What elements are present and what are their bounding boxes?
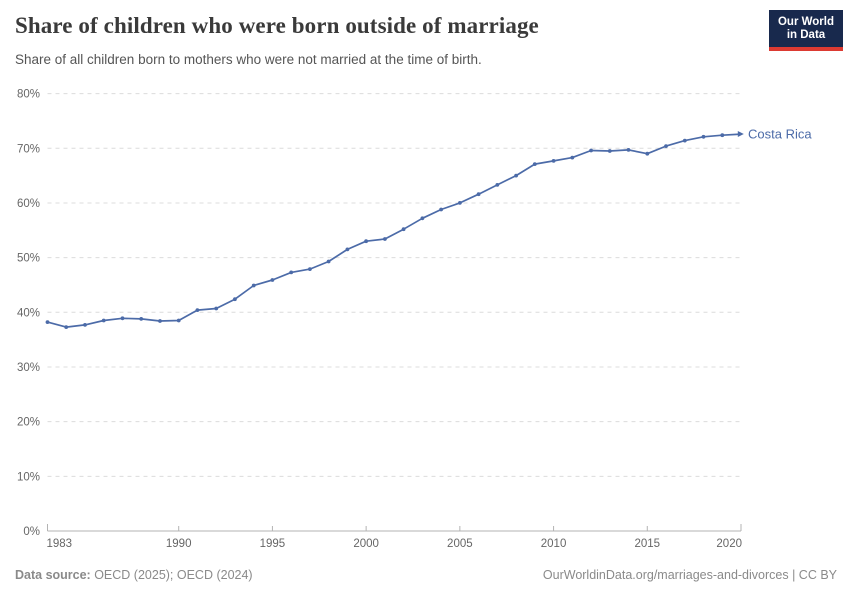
data-source-label: Data source: (15, 568, 91, 582)
data-point (83, 323, 87, 327)
y-tick-label: 10% (17, 471, 40, 483)
data-point (383, 237, 387, 241)
data-point (158, 319, 162, 323)
credit-link: OurWorldinData.org/marriages-and-divorce… (542, 568, 837, 582)
data-point (45, 320, 50, 324)
y-tick-label: 80% (17, 89, 40, 101)
data-point (458, 201, 462, 205)
x-tick-label: 2000 (353, 538, 379, 550)
data-point (551, 159, 556, 163)
x-tick-label: 2015 (634, 538, 660, 550)
x-tick-label: 2005 (447, 538, 473, 550)
data-point (607, 149, 612, 153)
y-tick-label: 60% (17, 198, 40, 210)
data-source-text: OECD (2025); OECD (2024) (90, 568, 253, 582)
data-point (233, 297, 237, 302)
data-point (401, 227, 406, 232)
data-point (101, 318, 106, 323)
data-point (589, 148, 593, 153)
y-axis-labels: 0% 10% 20% 30% 40% 50% 60% 70% 80% (17, 89, 40, 538)
data-point (720, 133, 725, 138)
chart-footer: Data source: OECD (2025); OECD (2024) Ou… (15, 568, 837, 582)
data-point (139, 317, 144, 321)
data-point (626, 148, 631, 152)
data-point (645, 151, 650, 156)
x-tick-label: 2020 (716, 538, 742, 550)
line-end-arrow (737, 131, 744, 138)
entity-label: Costa Rica (748, 127, 812, 142)
data-point (514, 173, 518, 178)
y-tick-label: 40% (17, 307, 40, 319)
data-point (664, 144, 668, 149)
data-point (420, 216, 425, 221)
data-point (532, 162, 537, 167)
y-tick-label: 20% (17, 417, 40, 429)
x-tick-label: 1990 (166, 538, 192, 550)
data-point (214, 306, 219, 311)
x-tick-label: 2010 (541, 538, 567, 550)
data-point (570, 155, 575, 160)
owid-logo-line1: Our World (777, 16, 834, 28)
x-tick-label: 1995 (260, 538, 286, 550)
chart-subtitle: Share of all children born to mothers wh… (15, 52, 482, 67)
data-point (195, 308, 200, 312)
data-point (476, 192, 481, 197)
data-point (701, 134, 706, 139)
data-point (120, 316, 125, 321)
data-point (326, 259, 331, 264)
data-source: Data source: OECD (2025); OECD (2024) (15, 568, 253, 582)
series-markers (45, 131, 744, 329)
y-tick-label: 0% (23, 526, 40, 538)
x-tick-label: 1983 (47, 538, 73, 550)
line-chart-canvas: 0% 10% 20% 30% 40% 50% 60% 70% 80% 1983 1990 1995 20… (17, 89, 812, 550)
data-point (270, 278, 275, 282)
data-point (308, 267, 312, 271)
data-point (251, 283, 256, 288)
y-tick-label: 30% (17, 362, 40, 374)
series-line (46, 133, 742, 328)
page-title: Share of children who were born outside … (15, 13, 539, 38)
data-point (289, 270, 294, 275)
data-point (364, 239, 368, 244)
data-point (682, 138, 687, 143)
x-axis-labels: 1983 1990 1995 2000 2005 2010 2015 2020 (47, 538, 743, 550)
y-tick-label: 50% (17, 253, 40, 265)
owid-logo-line2: in Data (786, 29, 826, 41)
data-point (345, 247, 350, 252)
x-axis-ticks (47, 524, 742, 531)
data-point (64, 325, 69, 329)
data-point (495, 183, 500, 187)
data-point (439, 207, 443, 212)
y-tick-label: 70% (17, 143, 40, 155)
data-point (176, 318, 181, 323)
gridlines (47, 93, 741, 532)
owid-logo: Our World in Data (769, 10, 843, 51)
